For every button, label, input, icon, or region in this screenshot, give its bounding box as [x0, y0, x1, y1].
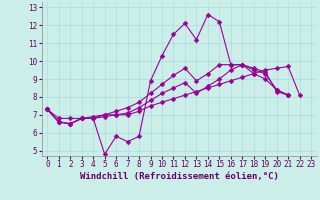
X-axis label: Windchill (Refroidissement éolien,°C): Windchill (Refroidissement éolien,°C)	[80, 172, 279, 181]
